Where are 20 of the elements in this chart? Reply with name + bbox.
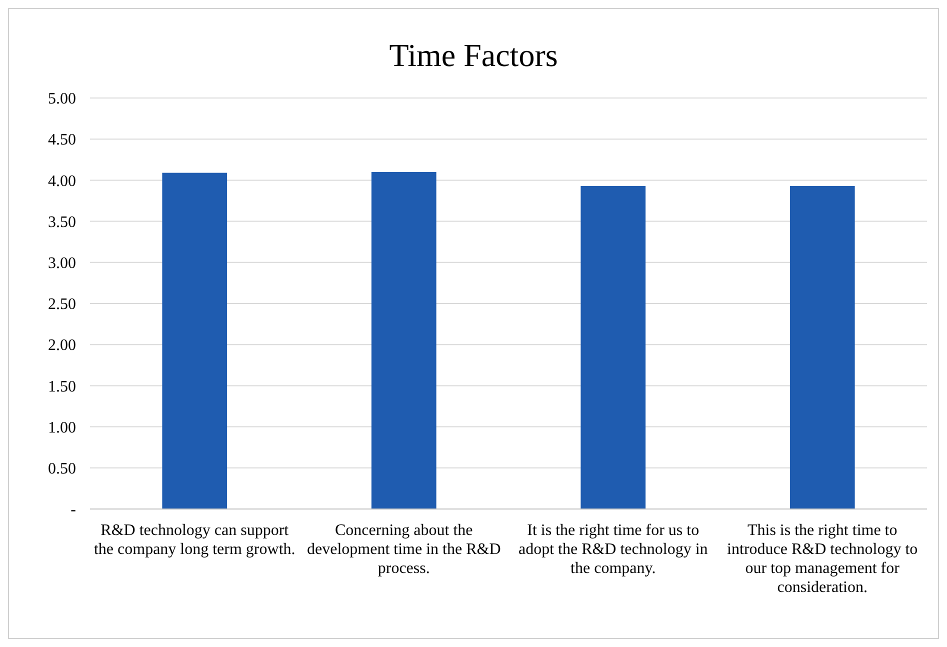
x-tick-label: R&D technology can support the company long term growth.	[94, 522, 296, 558]
x-tick-label: Concerning about the development time in the R&D process.	[307, 522, 501, 577]
bar	[162, 172, 228, 509]
y-tick-label: 2.50	[48, 296, 76, 314]
x-tick-label: This is the right time to introduce R&D technology to our top management for consideration.	[727, 522, 918, 596]
y-tick-label: 4.00	[48, 172, 76, 190]
chart-title: Time Factors	[389, 37, 558, 73]
y-tick-label: 2.00	[48, 337, 76, 354]
y-tick-label: 5.00	[48, 90, 76, 108]
y-tick-label: 1.50	[48, 378, 76, 396]
y-tick-label: 3.50	[48, 214, 76, 231]
y-tick-label: 3.00	[48, 255, 76, 272]
bar	[371, 172, 436, 509]
bar	[790, 186, 855, 509]
bar	[580, 186, 646, 509]
y-tick-label: 0.50	[48, 460, 76, 478]
y-tick-label: 1.00	[48, 419, 76, 436]
x-tick-label: It is the right time for us to adopt the R&D technology in the company.	[518, 522, 708, 577]
y-tick-label: -	[70, 502, 76, 519]
y-tick-label: 4.50	[48, 132, 76, 149]
